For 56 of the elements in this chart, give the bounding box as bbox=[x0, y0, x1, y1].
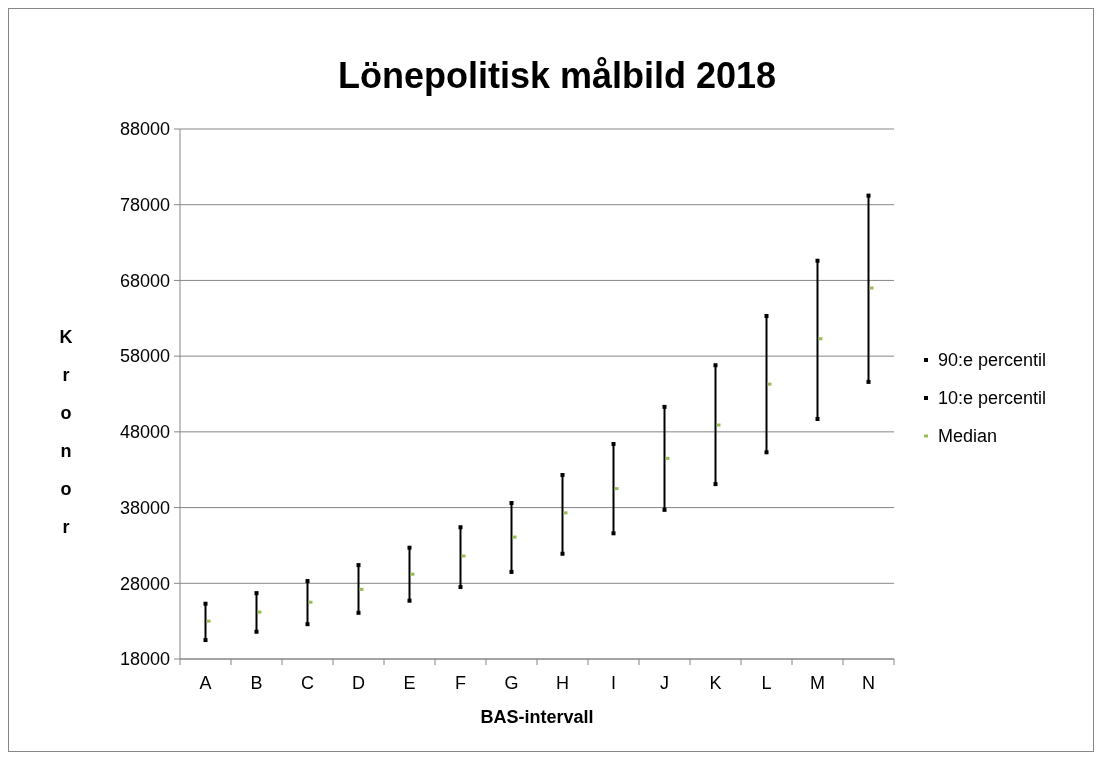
point bbox=[764, 450, 769, 455]
x-tick-label: F bbox=[455, 673, 466, 693]
y-axis-title: Kronor bbox=[59, 327, 73, 537]
point bbox=[713, 363, 718, 368]
x-tick-label: A bbox=[199, 673, 212, 693]
point bbox=[866, 379, 871, 384]
y-tick-label: 68000 bbox=[119, 270, 170, 291]
x-tick-label: M bbox=[810, 673, 825, 693]
point bbox=[203, 601, 208, 606]
x-tick-label: H bbox=[556, 673, 569, 693]
point bbox=[305, 622, 310, 627]
y-tick-label: 38000 bbox=[119, 497, 170, 518]
point bbox=[254, 629, 259, 634]
legend-label: 10:e percentil bbox=[938, 388, 1047, 409]
point bbox=[815, 258, 820, 263]
x-tick-label: I bbox=[610, 673, 617, 693]
x-tick-label: J bbox=[660, 673, 669, 693]
point bbox=[662, 507, 667, 512]
y-tick-label: 28000 bbox=[119, 573, 170, 594]
point bbox=[611, 531, 616, 536]
point bbox=[713, 482, 718, 487]
legend-label: Median bbox=[938, 426, 998, 447]
point bbox=[611, 441, 616, 446]
point bbox=[866, 193, 871, 198]
legend-label: 90:e percentil bbox=[938, 350, 1047, 371]
point bbox=[356, 563, 361, 568]
x-tick-label: L bbox=[761, 673, 772, 693]
point bbox=[203, 638, 208, 643]
point bbox=[254, 591, 259, 596]
point bbox=[662, 404, 667, 409]
point bbox=[407, 545, 412, 550]
x-tick-label: G bbox=[504, 673, 519, 693]
point bbox=[509, 501, 514, 506]
point bbox=[458, 585, 463, 590]
y-tick-label: 58000 bbox=[119, 346, 170, 367]
point bbox=[764, 314, 769, 319]
y-tick-label: 18000 bbox=[119, 649, 170, 670]
point bbox=[560, 473, 565, 478]
point bbox=[356, 610, 361, 615]
x-tick-label: N bbox=[862, 673, 875, 693]
y-tick-label: 88000 bbox=[119, 119, 170, 140]
x-axis-title: BAS-intervall bbox=[480, 707, 594, 727]
point bbox=[407, 598, 412, 603]
x-tick-label: E bbox=[403, 673, 416, 693]
y-tick-label: 48000 bbox=[119, 422, 170, 443]
x-tick-label: K bbox=[709, 673, 722, 693]
point bbox=[560, 551, 565, 556]
point bbox=[815, 416, 820, 421]
point bbox=[305, 579, 310, 584]
chart-title: Lönepolitisk målbild 2018 bbox=[337, 55, 777, 96]
x-tick-label: C bbox=[301, 673, 314, 693]
point bbox=[509, 569, 514, 574]
x-tick-label: D bbox=[352, 673, 365, 693]
y-tick-label: 78000 bbox=[119, 195, 170, 216]
point bbox=[458, 525, 463, 530]
x-tick-label: B bbox=[250, 673, 263, 693]
